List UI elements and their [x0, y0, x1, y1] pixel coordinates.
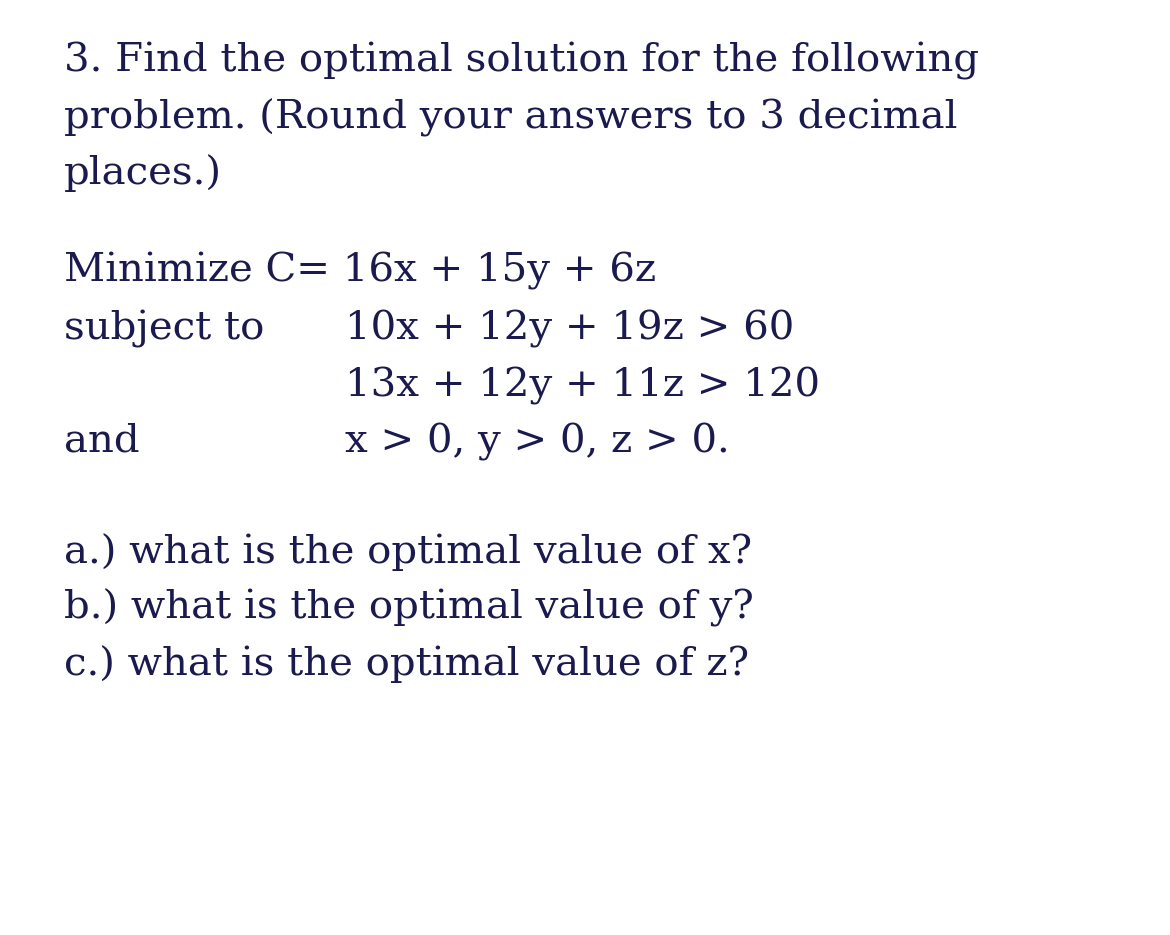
- Text: c.) what is the optimal value of z?: c.) what is the optimal value of z?: [64, 645, 750, 683]
- Text: 13x + 12y + 11z > 120: 13x + 12y + 11z > 120: [345, 367, 820, 405]
- Text: problem. (Round your answers to 3 decimal: problem. (Round your answers to 3 decima…: [64, 98, 958, 137]
- Text: a.) what is the optimal value of x?: a.) what is the optimal value of x?: [64, 533, 752, 571]
- Text: 3. Find the optimal solution for the following: 3. Find the optimal solution for the fol…: [64, 42, 979, 80]
- Text: b.) what is the optimal value of y?: b.) what is the optimal value of y?: [64, 589, 755, 627]
- Text: x > 0, y > 0, z > 0.: x > 0, y > 0, z > 0.: [345, 423, 730, 461]
- Text: subject to: subject to: [64, 310, 264, 349]
- Text: places.): places.): [64, 154, 222, 193]
- Text: Minimize C= 16x + 15y + 6z: Minimize C= 16x + 15y + 6z: [64, 252, 656, 291]
- Text: and: and: [64, 423, 140, 460]
- Text: 10x + 12y + 19z > 60: 10x + 12y + 19z > 60: [345, 310, 794, 349]
